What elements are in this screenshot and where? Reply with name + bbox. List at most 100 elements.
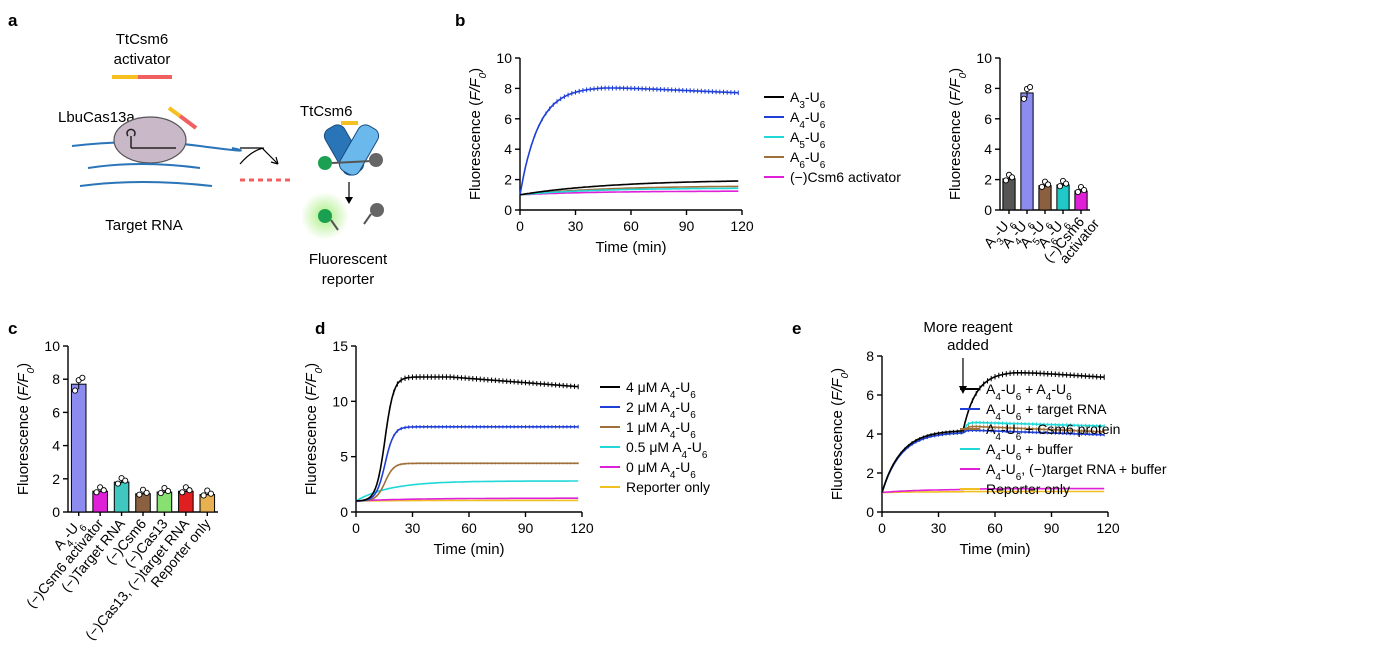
d-line-series-0-5-m-a4-u6 bbox=[355, 480, 579, 502]
d-line-xtick-label-60: 60 bbox=[461, 520, 477, 536]
c-bar-bar-a4-u6 bbox=[70, 383, 87, 513]
target-rna-strand-1 bbox=[71, 141, 242, 152]
cleavage-return-arrow-icon bbox=[239, 147, 265, 165]
e-line-legend-a4-u6-buffer: A4-U6 + buffer bbox=[986, 441, 1073, 463]
c-bar-point-csm6-activator-0 bbox=[93, 489, 100, 496]
b-line-series-a5-u6 bbox=[519, 187, 739, 196]
b-line-ytick-label-10: 10 bbox=[496, 50, 512, 66]
e-line-xtick-label-30: 30 bbox=[931, 520, 947, 536]
c-bar-ytick-label-2: 2 bbox=[52, 471, 60, 487]
d-line-xtick-label-0: 0 bbox=[352, 520, 360, 536]
chart-d-line: 0 5 10 15 Fluorescence (F/F0) 0 30 60 90 120 Time … bbox=[303, 338, 710, 558]
activator-label-2: activator bbox=[114, 51, 171, 68]
b-bar-point-a3-u6-0 bbox=[1002, 177, 1009, 184]
b-line-xtick-label-60: 60 bbox=[623, 218, 639, 234]
b-bar-point-a5-u6-2 bbox=[1045, 181, 1052, 188]
c-bar-ytick-label-4: 4 bbox=[52, 438, 60, 454]
d-line-series-0-m-a4-u6 bbox=[355, 497, 579, 502]
b-line-xtick-label-30: 30 bbox=[568, 218, 584, 234]
b-line-series-csm6-activator bbox=[519, 190, 739, 196]
free-linker-2 bbox=[363, 213, 372, 225]
d-line-series-reporter-only bbox=[356, 499, 579, 502]
b-line-series-a3-u6 bbox=[519, 180, 739, 196]
d-line-xtick-label-30: 30 bbox=[405, 520, 421, 536]
b-bar-point-a5-u6-0 bbox=[1038, 183, 1045, 190]
b-line-xlabel: Time (min) bbox=[595, 239, 666, 256]
c-bar-point-a4-u6-2 bbox=[79, 374, 86, 381]
b-line-ytick-label-6: 6 bbox=[504, 111, 512, 127]
reporter-quencher bbox=[369, 153, 383, 167]
b-line-ytick-label-4: 4 bbox=[504, 141, 512, 157]
d-line-errorbars-1-m-a4-u6 bbox=[393, 462, 579, 469]
e-line-annotation-line1: More reagent bbox=[923, 319, 1013, 336]
d-line-series-2-m-a4-u6 bbox=[356, 426, 579, 502]
e-line-xtick-label-60: 60 bbox=[987, 520, 1003, 536]
b-bar-point-a6-u6-0 bbox=[1056, 183, 1063, 190]
c-bar-point-csm6-2 bbox=[143, 489, 150, 496]
c-bar-ylabel: Fluorescence (F/F0) bbox=[15, 363, 37, 495]
activator-label-1: TtCsm6 bbox=[116, 31, 169, 48]
d-line-xlabel: Time (min) bbox=[433, 541, 504, 558]
target-rna-strand-3 bbox=[79, 181, 213, 187]
b-bar-point-a6-u6-2 bbox=[1063, 180, 1070, 187]
target-rna-strand-2 bbox=[87, 163, 201, 169]
schematic-diagram: TtCsm6 activator LbuCas13a Target RNA Tt… bbox=[58, 31, 388, 288]
b-line-legend-csm6-activator: (−)Csm6 activator bbox=[790, 169, 901, 185]
d-line-ytick-label-10: 10 bbox=[332, 393, 348, 409]
b-bar-point-csm6-activator-2 bbox=[1081, 186, 1088, 194]
b-line-ytick-label-0: 0 bbox=[504, 202, 512, 218]
d-line-series-4-m-a4-u6 bbox=[355, 376, 579, 502]
panel-letter-d: d bbox=[315, 319, 325, 338]
e-line-ytick-label-4: 4 bbox=[866, 426, 874, 442]
b-line-legend-a3-u6: A3-U6 bbox=[790, 89, 826, 111]
chart-e-line: 0 2 4 6 8 Fluorescence (F/F0) 0 30 60 90 120 Time (… bbox=[829, 319, 1167, 558]
d-line-legend-reporter-only: Reporter only bbox=[626, 479, 710, 495]
c-bar-point-csm6-activator-2 bbox=[100, 487, 107, 494]
e-line-series-a4-u6-target-rna-buffer bbox=[881, 487, 1105, 494]
e-line-ytick-label-0: 0 bbox=[866, 504, 874, 520]
reporter-label-1: Fluorescent bbox=[309, 251, 388, 268]
csm6-label: TtCsm6 bbox=[300, 103, 353, 120]
free-linker bbox=[330, 219, 339, 231]
e-line-xtick-label-0: 0 bbox=[878, 520, 886, 536]
b-line-legend-a6-u6: A6-U6 bbox=[790, 149, 826, 171]
b-line-ylabel: Fluorescence (F/F0) bbox=[467, 68, 489, 200]
cas13-label: LbuCas13a bbox=[58, 109, 135, 126]
d-line-ylabel: Fluorescence (F/F0) bbox=[303, 363, 325, 495]
reporter-fluorophore bbox=[318, 156, 332, 170]
b-bar-ytick-label-4: 4 bbox=[984, 141, 992, 157]
b-line-legend-a4-u6: A4-U6 bbox=[790, 109, 826, 131]
b-bar-ytick-label-2: 2 bbox=[984, 172, 992, 188]
e-line-xlabel: Time (min) bbox=[959, 541, 1030, 558]
d-line-legend-0-5-m-a4-u6: 0.5 μM A4-U6 bbox=[626, 439, 708, 461]
cas13-protein bbox=[113, 116, 187, 164]
e-line-legend-a4-u6-csm6-protein: A4-U6 + Csm6 protein bbox=[986, 421, 1120, 443]
b-line-ytick-label-2: 2 bbox=[504, 172, 512, 188]
c-bar-point-cas13-target-rna-2 bbox=[186, 487, 193, 494]
e-line-legend-a4-u6-a4-u6: A4-U6 + A4-U6 bbox=[986, 381, 1072, 403]
e-line-xtick-label-120: 120 bbox=[1096, 520, 1120, 536]
c-bar-ytick-label-10: 10 bbox=[44, 338, 60, 354]
cleavage-arrow-icon bbox=[240, 147, 279, 165]
c-bar-point-reporter-only-2 bbox=[207, 490, 214, 497]
b-bar-ytick-label-8: 8 bbox=[984, 80, 992, 96]
b-bar-bar-a3-u6 bbox=[1002, 178, 1016, 211]
d-line-series-1-m-a4-u6 bbox=[356, 462, 579, 502]
c-bar-point-reporter-only-0 bbox=[200, 492, 207, 499]
free-fluorophore bbox=[318, 209, 332, 223]
panel-letter-a: a bbox=[8, 11, 18, 30]
d-line-legend-1-m-a4-u6: 1 μM A4-U6 bbox=[626, 419, 696, 441]
b-line-ytick-label-8: 8 bbox=[504, 80, 512, 96]
c-bar-ytick-label-0: 0 bbox=[52, 504, 60, 520]
reporter-linker bbox=[331, 160, 373, 164]
chart-b-line: 0 2 4 6 8 10 Fluorescence (F/F0) 0 30 60 90 120 Time… bbox=[467, 50, 901, 256]
c-bar-point-target-rna-2 bbox=[122, 477, 129, 484]
b-bar-point-a4-u6-2 bbox=[1027, 84, 1034, 91]
b-line-errorbars-a4-u6 bbox=[526, 85, 739, 161]
b-bar-ytick-label-0: 0 bbox=[984, 202, 992, 218]
d-line-ytick-label-15: 15 bbox=[332, 338, 348, 354]
e-line-ytick-label-8: 8 bbox=[866, 348, 874, 364]
